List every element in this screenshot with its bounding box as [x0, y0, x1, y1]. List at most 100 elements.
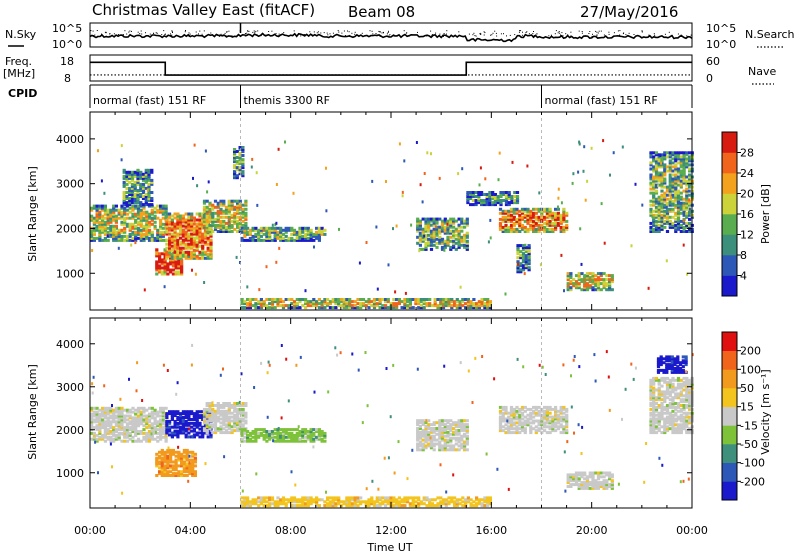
heatmap-cell [281, 236, 286, 240]
heatmap-cell [532, 227, 536, 231]
heatmap-cell [301, 435, 305, 439]
heatmap-cell [306, 226, 310, 230]
nsearch-point [311, 34, 313, 35]
heatmap-cell [130, 243, 133, 247]
heatmap-cell [649, 213, 653, 217]
nsearch-point [625, 34, 627, 36]
heatmap-cell [671, 187, 675, 191]
heatmap-cell [168, 212, 172, 216]
heatmap-cell [142, 408, 146, 412]
heatmap-cell [101, 226, 105, 230]
heatmap-cell [150, 406, 154, 410]
heatmap-cell [181, 214, 185, 218]
heatmap-cell [195, 224, 199, 228]
heatmap-cell [523, 409, 527, 413]
heatmap-cell [147, 168, 151, 172]
heatmap-cell [488, 302, 492, 306]
heatmap-cell [464, 298, 468, 301]
heatmap-cell [273, 234, 277, 238]
heatmap-cell [427, 432, 431, 436]
heatmap-cell [279, 298, 283, 301]
heatmap-cell [150, 424, 154, 428]
heatmap-cell [233, 176, 237, 180]
heatmap-cell [469, 300, 473, 304]
heatmap-cell [610, 485, 614, 488]
heatmap-cell [270, 230, 275, 234]
heatmap-cell [128, 197, 132, 200]
heatmap-cell [161, 430, 165, 433]
heatmap-cell [287, 226, 291, 230]
nsearch-point [109, 33, 111, 35]
heatmap-cell [665, 213, 670, 217]
heatmap-cell [526, 219, 530, 223]
heatmap-cell [679, 155, 683, 159]
heatmap-cell [230, 404, 234, 407]
heatmap-cell [537, 219, 541, 223]
heatmap-cell [164, 433, 168, 437]
heatmap-cell [165, 222, 169, 226]
heatmap-cell [304, 238, 308, 242]
heatmap-cell [131, 204, 135, 208]
heatmap-cell [201, 216, 205, 220]
heatmap-cell [236, 413, 240, 417]
heatmap-cell [358, 261, 361, 265]
heatmap-cell [498, 227, 503, 231]
heatmap-cell [320, 300, 324, 304]
nsearch-point [562, 35, 564, 37]
heatmap-cell [665, 187, 670, 191]
heatmap-cell [477, 193, 481, 196]
heatmap-cell [654, 221, 659, 225]
heatmap-cell [429, 430, 434, 434]
heatmap-cell [517, 262, 520, 266]
heatmap-cell [95, 210, 99, 214]
heatmap-cell [241, 150, 245, 153]
heatmap-cell [317, 302, 321, 306]
heatmap-cell [181, 431, 185, 435]
heatmap-cell [682, 171, 686, 175]
heatmap-cell [101, 408, 105, 412]
heatmap-cell [206, 190, 209, 194]
nsearch-point [247, 30, 249, 32]
heatmap-cell [277, 147, 280, 151]
heatmap-cell [141, 191, 146, 194]
nsearch-point [458, 31, 460, 33]
heatmap-cell [192, 230, 196, 234]
heatmap-cell [649, 386, 653, 390]
heatmap-cell [682, 175, 686, 179]
heatmap-cell [306, 236, 310, 240]
heatmap-cell [660, 171, 664, 175]
heatmap-cell [211, 404, 215, 407]
heatmap-cell [238, 156, 242, 159]
heatmap-cell [182, 466, 186, 470]
heatmap-cell [112, 208, 116, 212]
heatmap-cell [176, 256, 180, 260]
heatmap-cell [139, 186, 143, 190]
heatmap-cell [180, 264, 184, 268]
nsearch-point [565, 33, 567, 35]
heatmap-cell [227, 425, 231, 429]
heatmap-cell [507, 191, 511, 194]
heatmap-cell [230, 205, 234, 209]
heatmap-cell [192, 226, 196, 230]
heatmap-cell [150, 212, 154, 216]
heatmap-cell [187, 244, 191, 248]
heatmap-cell [556, 419, 560, 423]
heatmap-cell [236, 221, 240, 225]
heatmap-cell [198, 214, 202, 218]
heatmap-cell [444, 302, 448, 306]
heatmap-cell [195, 421, 199, 425]
heatmap-cell [145, 439, 149, 443]
heatmap-cell [139, 195, 143, 198]
heatmap-cell [262, 232, 266, 236]
heatmap-cell [435, 217, 439, 221]
heatmap-cell [545, 421, 549, 425]
heatmap-cell [312, 234, 316, 238]
heatmap-cell [682, 163, 686, 167]
heatmap-cell [463, 219, 467, 223]
heatmap-cell [569, 276, 573, 280]
heatmap-cell [580, 485, 584, 488]
heatmap-cell [130, 199, 135, 202]
heatmap-cell [155, 248, 159, 252]
heatmap-cell [112, 224, 116, 228]
heatmap-cell [545, 207, 549, 211]
